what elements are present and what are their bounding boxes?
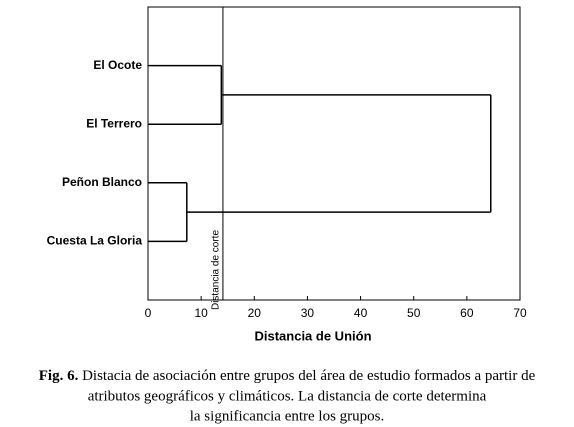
caption-line: la significancia entre los grupos. xyxy=(190,408,385,424)
caption-label: Fig. 6. xyxy=(39,368,79,384)
x-tick-label: 10 xyxy=(194,306,208,320)
plot-frame xyxy=(147,6,521,301)
x-tick-label: 70 xyxy=(513,306,527,320)
leaf-label: Peñon Blanco xyxy=(62,175,142,189)
x-tick-label: 60 xyxy=(460,306,474,320)
x-axis-label: Distancia de Unión xyxy=(254,328,371,343)
leaf-label: Cuesta La Gloria xyxy=(47,234,143,248)
caption-line: Fig. 6. Distacia de asociación entre gru… xyxy=(39,368,536,384)
leaf-label: El Terrero xyxy=(86,116,142,130)
x-tick-label: 50 xyxy=(407,306,421,320)
leaf-label: El Ocote xyxy=(93,58,142,72)
cut-label: Distancia de corte xyxy=(211,230,222,310)
caption-text: Distacia de asociación entre grupos del … xyxy=(82,368,535,384)
caption-line: atributos geográficos y climáticos. La d… xyxy=(88,388,487,404)
x-tick-label: 40 xyxy=(354,306,368,320)
x-tick-label: 20 xyxy=(248,306,262,320)
x-tick-label: 30 xyxy=(301,306,315,320)
x-tick-label: 0 xyxy=(145,306,152,320)
